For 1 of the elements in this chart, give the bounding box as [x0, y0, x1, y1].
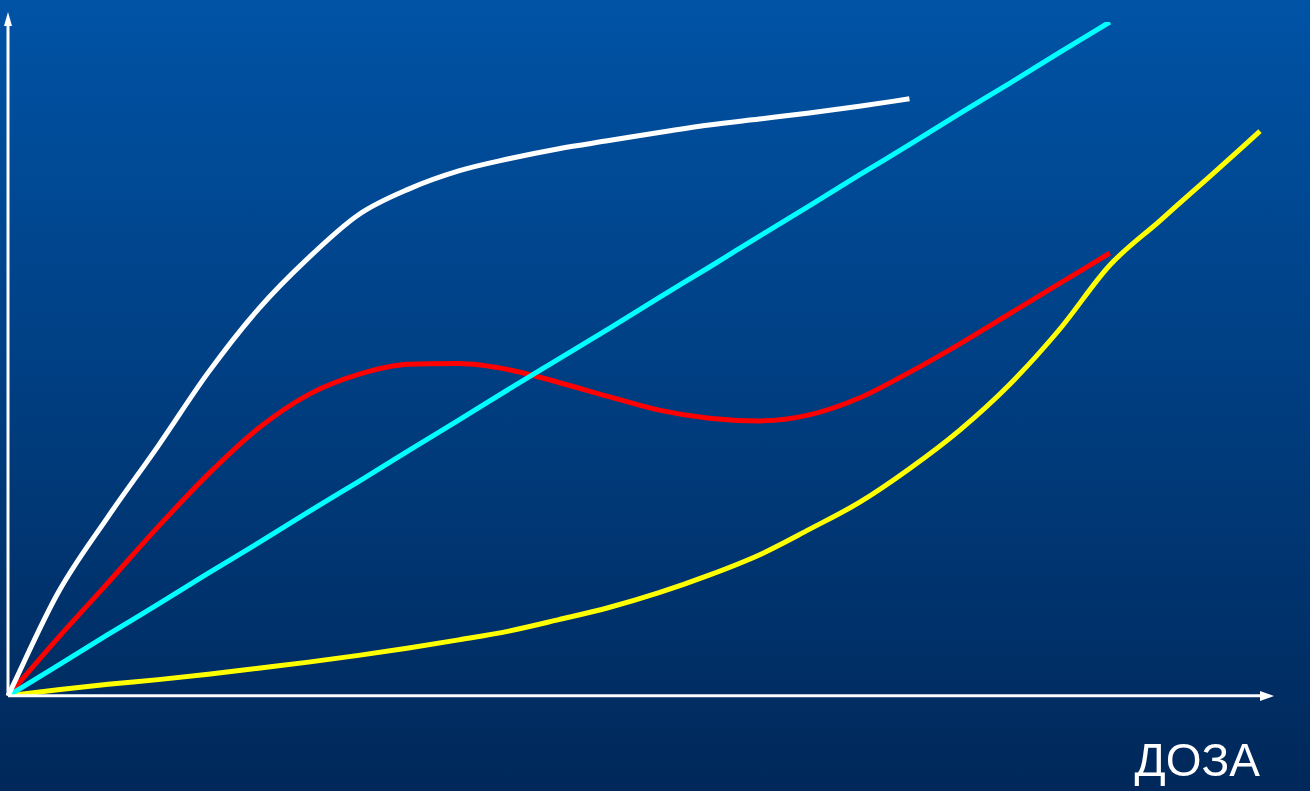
x-axis-title: ДОЗА — [1134, 734, 1261, 787]
